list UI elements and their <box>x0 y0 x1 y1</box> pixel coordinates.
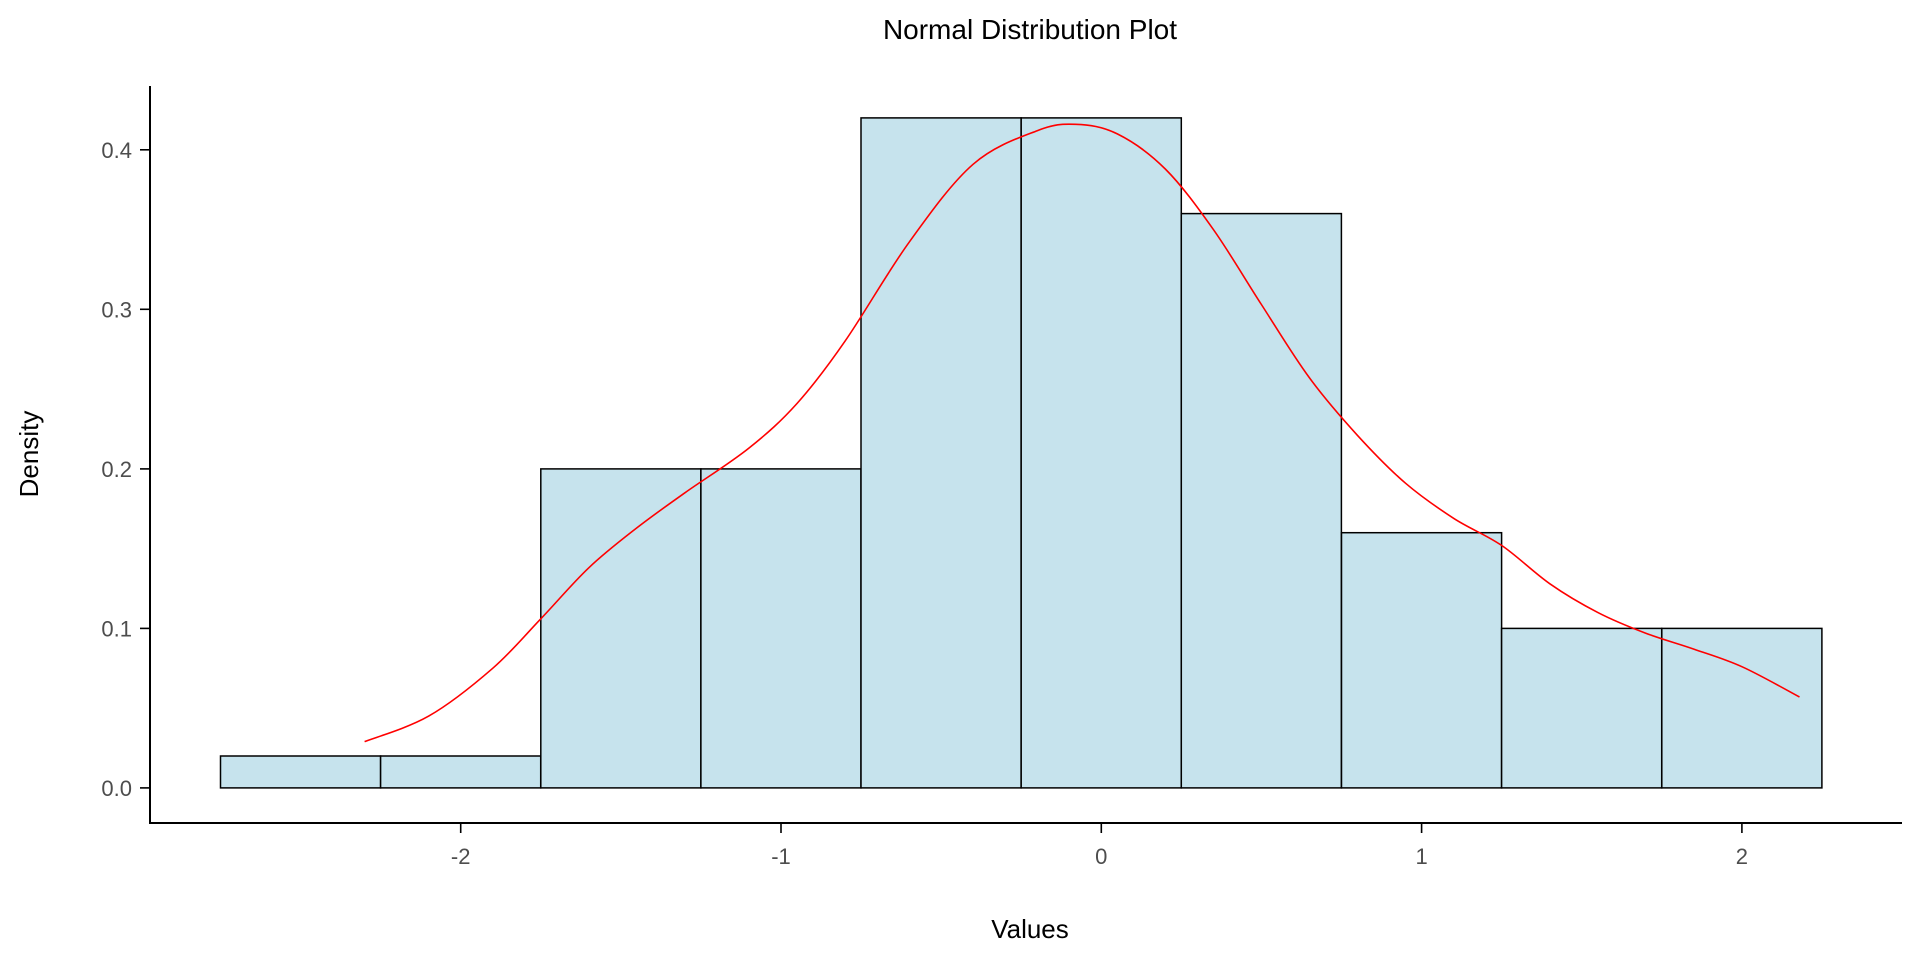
histogram-bar <box>1661 627 1823 789</box>
x-tick-label: 1 <box>1415 844 1427 869</box>
histogram-bar <box>540 468 702 789</box>
histogram-bar <box>1340 531 1503 789</box>
x-axis-title: Values <box>991 914 1069 944</box>
density-curve <box>364 123 1800 743</box>
y-tick-label: 0.1 <box>101 616 132 641</box>
x-tick-label: -1 <box>771 844 791 869</box>
y-tick-label: 0.0 <box>101 776 132 801</box>
y-tick-label: 0.3 <box>101 297 132 322</box>
histogram-bar <box>860 117 1022 789</box>
histogram-bar <box>1500 627 1663 789</box>
x-axis-ticks: -2 -1 0 1 2 <box>451 823 1748 869</box>
histogram-bars <box>219 117 1823 789</box>
histogram-bar <box>700 468 862 789</box>
histogram-bar <box>379 755 542 789</box>
y-axis-ticks: 0.0 0.1 0.2 0.3 0.4 <box>101 138 150 801</box>
y-axis-title: Density <box>14 411 44 498</box>
histogram-bar <box>1020 117 1183 789</box>
histogram-bar <box>219 755 382 789</box>
x-tick-label: -2 <box>451 844 471 869</box>
x-tick-label: 2 <box>1736 844 1748 869</box>
chart-title: Normal Distribution Plot <box>883 14 1177 45</box>
y-tick-label: 0.2 <box>101 457 132 482</box>
histogram-bar <box>1180 212 1343 789</box>
x-tick-label: 0 <box>1095 844 1107 869</box>
y-tick-label: 0.4 <box>101 138 132 163</box>
